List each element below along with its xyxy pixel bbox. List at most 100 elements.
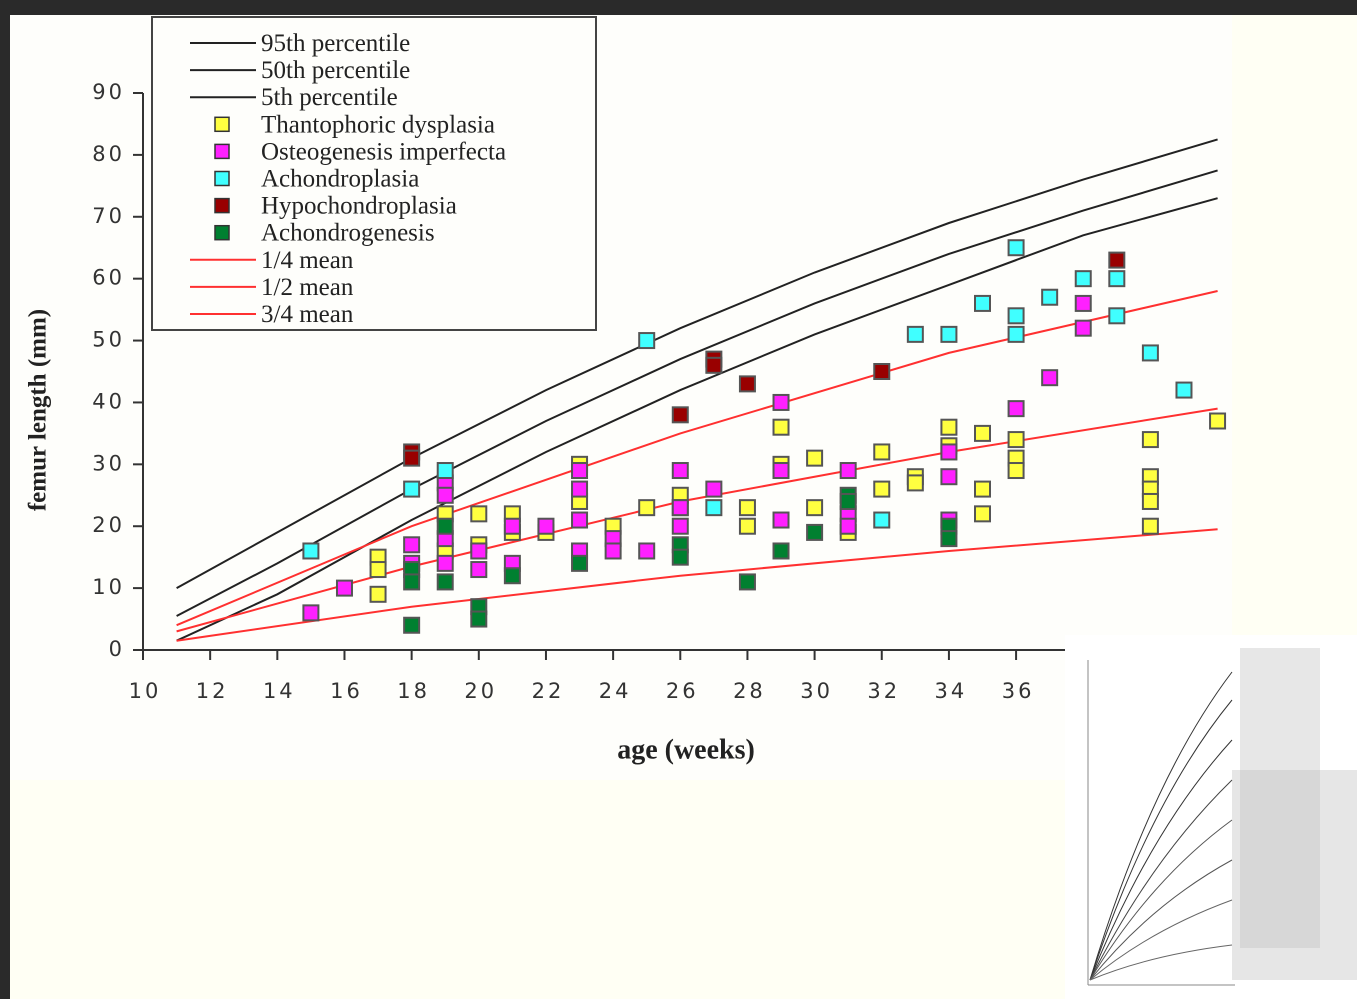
inset-curve [1089, 899, 1233, 981]
data-point [1041, 369, 1059, 387]
inset-curve [1089, 779, 1233, 981]
x-tick-label: 36 [1002, 679, 1035, 703]
data-point [772, 542, 790, 560]
legend-marker [214, 197, 230, 214]
data-point [940, 418, 958, 436]
data-point [1074, 319, 1092, 337]
data-point [571, 480, 589, 498]
data-point [671, 517, 689, 535]
legend-marker [214, 143, 230, 160]
data-point [436, 517, 454, 535]
legend-label: 95th percentile [261, 30, 410, 57]
legend-label: Achondroplasia [261, 166, 419, 193]
legend-label: Hypochondroplasia [261, 193, 457, 220]
data-point [302, 604, 320, 622]
x-tick-label: 30 [800, 679, 833, 703]
legend-marker [214, 170, 230, 187]
data-point [470, 505, 488, 523]
y-tick-label: 0 [109, 637, 125, 661]
data-point [503, 567, 521, 585]
legend-label: 1/2 mean [261, 274, 354, 301]
data-point [974, 294, 991, 312]
inset-curve [1089, 859, 1233, 981]
data-point [537, 517, 555, 535]
data-point [571, 554, 589, 572]
y-tick-label: 90 [92, 80, 125, 104]
legend-marker [214, 116, 230, 133]
data-point [671, 406, 689, 424]
inset-legend [1240, 648, 1320, 948]
data-point [1007, 462, 1025, 480]
data-point [436, 486, 454, 504]
data-point [1108, 307, 1126, 325]
inset-curve [1089, 699, 1233, 981]
data-point [873, 480, 891, 498]
data-point [335, 579, 353, 597]
data-point [738, 375, 756, 393]
y-tick-label: 30 [92, 451, 125, 475]
data-point [1141, 344, 1159, 362]
data-point [403, 536, 421, 554]
y-tick-label: 70 [92, 204, 125, 228]
x-tick-label: 20 [464, 679, 497, 703]
data-point [436, 554, 454, 572]
inset-thumbnail [1065, 635, 1357, 999]
x-tick-label: 18 [397, 679, 430, 703]
data-point [1007, 325, 1025, 343]
data-point [974, 480, 991, 498]
data-point [906, 474, 924, 492]
data-point [1175, 381, 1193, 399]
data-point [436, 462, 454, 480]
data-point [974, 424, 991, 442]
data-point [470, 610, 488, 628]
data-point [873, 363, 891, 380]
data-point [1141, 431, 1159, 449]
data-point [638, 542, 656, 560]
inset-curve [1089, 944, 1233, 981]
data-point [369, 585, 387, 603]
data-point [940, 468, 958, 486]
data-point [940, 530, 958, 548]
data-point [604, 542, 622, 560]
data-point [1108, 251, 1126, 269]
x-tick-label: 22 [532, 679, 565, 703]
data-point [1209, 412, 1227, 430]
data-point [369, 561, 387, 579]
series-line [176, 290, 1218, 627]
legend-label: 5th percentile [261, 84, 398, 111]
data-point [738, 573, 756, 591]
legend-label: Achondrogenesis [261, 220, 435, 247]
data-point [806, 449, 824, 467]
data-point [436, 573, 454, 591]
data-point [1041, 288, 1059, 306]
y-axis-label: femur length (mm) [25, 309, 52, 511]
x-axis-label: age (weeks) [617, 734, 755, 765]
inset-curve [1089, 671, 1233, 981]
inset-curve [1089, 739, 1233, 981]
data-point [671, 499, 689, 517]
legend-label: 50th percentile [261, 57, 410, 84]
x-tick-label: 10 [129, 679, 162, 703]
data-point [940, 325, 958, 343]
y-tick-label: 60 [92, 266, 125, 290]
inset-curve [1089, 819, 1233, 981]
data-point [873, 443, 891, 461]
data-point [839, 517, 857, 535]
data-point [1141, 517, 1159, 535]
y-tick-label: 80 [92, 142, 125, 166]
data-point [403, 480, 421, 498]
data-point [839, 462, 857, 480]
series-line [176, 197, 1218, 642]
data-point [705, 499, 723, 517]
x-tick-label: 12 [196, 679, 229, 703]
data-point [705, 480, 723, 498]
data-point [772, 462, 790, 480]
inset-shade [1232, 770, 1357, 980]
x-tick-label: 16 [330, 679, 363, 703]
data-point [1007, 400, 1025, 418]
data-point [638, 332, 656, 350]
series-line [176, 528, 1218, 642]
data-point [940, 443, 958, 461]
data-point [738, 499, 756, 517]
data-point [738, 517, 756, 535]
